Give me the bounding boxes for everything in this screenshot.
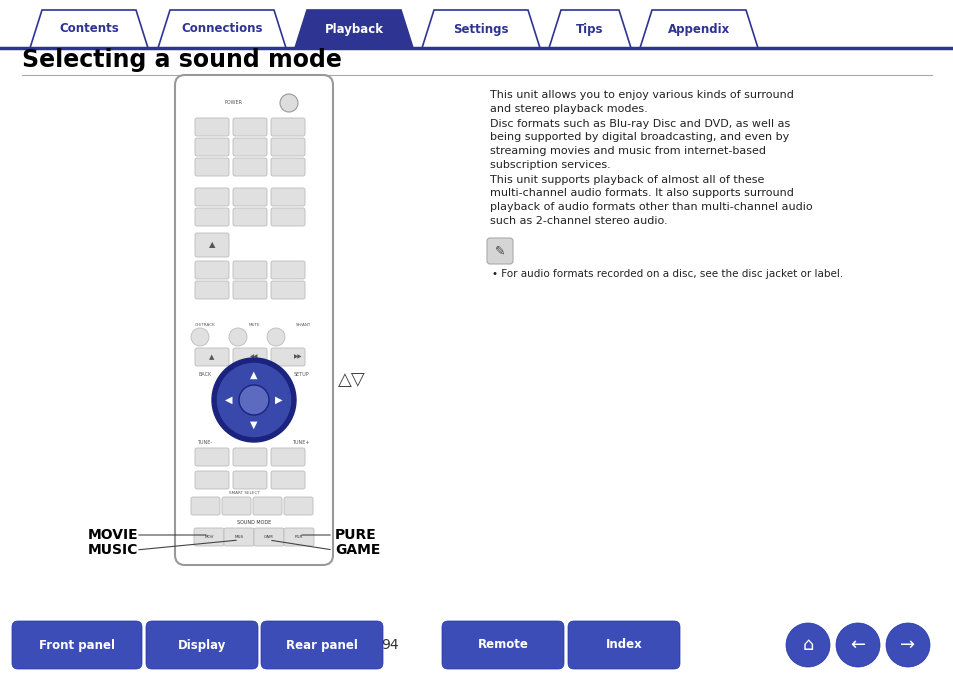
Text: SMART SELECT: SMART SELECT	[229, 491, 259, 495]
FancyBboxPatch shape	[271, 348, 305, 366]
Text: Rear panel: Rear panel	[286, 639, 357, 651]
Text: Front panel: Front panel	[39, 639, 115, 651]
Circle shape	[267, 328, 285, 346]
Text: Disc formats such as Blu-ray Disc and DVD, as well as: Disc formats such as Blu-ray Disc and DV…	[490, 119, 789, 129]
FancyBboxPatch shape	[233, 158, 267, 176]
FancyBboxPatch shape	[194, 448, 229, 466]
Polygon shape	[30, 10, 148, 48]
FancyBboxPatch shape	[441, 621, 563, 669]
Text: ▲: ▲	[209, 240, 215, 250]
Text: ▶▶: ▶▶	[294, 355, 302, 359]
FancyBboxPatch shape	[271, 261, 305, 279]
FancyBboxPatch shape	[233, 208, 267, 226]
Text: This unit allows you to enjoy various kinds of surround: This unit allows you to enjoy various ki…	[490, 90, 793, 100]
Circle shape	[212, 358, 295, 442]
Text: CH/TRACK: CH/TRACK	[194, 323, 215, 327]
Text: ⌂: ⌂	[801, 636, 813, 654]
Text: PURE: PURE	[335, 528, 376, 542]
FancyBboxPatch shape	[284, 528, 314, 546]
Text: SETUP: SETUP	[293, 372, 309, 378]
Text: subscription services.: subscription services.	[490, 160, 610, 170]
Circle shape	[280, 94, 297, 112]
FancyBboxPatch shape	[194, 233, 229, 257]
FancyBboxPatch shape	[233, 138, 267, 156]
Text: ▲: ▲	[250, 370, 257, 380]
Text: and stereo playback modes.: and stereo playback modes.	[490, 104, 647, 114]
Text: MUSIC: MUSIC	[88, 543, 138, 557]
Circle shape	[835, 623, 879, 667]
Text: streaming movies and music from internet-based: streaming movies and music from internet…	[490, 146, 765, 156]
FancyBboxPatch shape	[224, 528, 253, 546]
Text: Display: Display	[177, 639, 226, 651]
Circle shape	[229, 328, 247, 346]
FancyBboxPatch shape	[233, 281, 267, 299]
FancyBboxPatch shape	[271, 118, 305, 136]
FancyBboxPatch shape	[146, 621, 257, 669]
FancyBboxPatch shape	[271, 188, 305, 206]
Text: POWER: POWER	[225, 100, 243, 106]
FancyBboxPatch shape	[194, 208, 229, 226]
FancyBboxPatch shape	[194, 138, 229, 156]
Text: ✎: ✎	[495, 244, 505, 258]
Circle shape	[215, 362, 292, 438]
Text: This unit supports playback of almost all of these: This unit supports playback of almost al…	[490, 175, 763, 185]
Text: ▶: ▶	[275, 395, 282, 405]
Text: Tips: Tips	[576, 22, 603, 36]
Text: ←: ←	[849, 636, 864, 654]
FancyBboxPatch shape	[194, 261, 229, 279]
Text: △▽: △▽	[337, 371, 365, 389]
Text: 94: 94	[381, 638, 398, 652]
Circle shape	[239, 385, 269, 415]
FancyBboxPatch shape	[253, 497, 282, 515]
Circle shape	[191, 328, 209, 346]
Text: being supported by digital broadcasting, and even by: being supported by digital broadcasting,…	[490, 133, 788, 143]
Polygon shape	[639, 10, 758, 48]
Text: PUR: PUR	[294, 535, 303, 539]
FancyBboxPatch shape	[194, 158, 229, 176]
Text: Settings: Settings	[453, 22, 508, 36]
FancyBboxPatch shape	[193, 528, 224, 546]
FancyBboxPatch shape	[271, 471, 305, 489]
FancyBboxPatch shape	[233, 118, 267, 136]
Text: such as 2-channel stereo audio.: such as 2-channel stereo audio.	[490, 215, 667, 225]
FancyBboxPatch shape	[194, 281, 229, 299]
Text: MUS: MUS	[234, 535, 243, 539]
Text: SH/ANT: SH/ANT	[295, 323, 311, 327]
Text: SOUND MODE: SOUND MODE	[236, 520, 271, 526]
Text: ◀: ◀	[225, 395, 233, 405]
Text: MOV: MOV	[204, 535, 213, 539]
Circle shape	[885, 623, 929, 667]
Polygon shape	[421, 10, 539, 48]
FancyBboxPatch shape	[284, 497, 313, 515]
Text: GAME: GAME	[335, 543, 380, 557]
FancyBboxPatch shape	[233, 448, 267, 466]
Text: Connections: Connections	[181, 22, 262, 36]
FancyBboxPatch shape	[567, 621, 679, 669]
Text: Appendix: Appendix	[667, 22, 729, 36]
FancyBboxPatch shape	[486, 238, 513, 264]
Text: playback of audio formats other than multi-channel audio: playback of audio formats other than mul…	[490, 202, 812, 212]
FancyBboxPatch shape	[271, 281, 305, 299]
Polygon shape	[158, 10, 286, 48]
Text: TUNE+: TUNE+	[292, 441, 310, 446]
Text: • For audio formats recorded on a disc, see the disc jacket or label.: • For audio formats recorded on a disc, …	[492, 269, 842, 279]
Text: Index: Index	[605, 639, 641, 651]
FancyBboxPatch shape	[191, 497, 220, 515]
FancyBboxPatch shape	[271, 208, 305, 226]
Text: Contents: Contents	[59, 22, 119, 36]
FancyBboxPatch shape	[194, 118, 229, 136]
FancyBboxPatch shape	[233, 188, 267, 206]
FancyBboxPatch shape	[12, 621, 142, 669]
Text: TUNE-: TUNE-	[197, 441, 213, 446]
FancyBboxPatch shape	[271, 138, 305, 156]
Text: MUTE: MUTE	[248, 323, 259, 327]
FancyBboxPatch shape	[271, 448, 305, 466]
FancyBboxPatch shape	[253, 528, 284, 546]
Text: GAM: GAM	[264, 535, 274, 539]
FancyBboxPatch shape	[233, 471, 267, 489]
FancyBboxPatch shape	[194, 188, 229, 206]
FancyBboxPatch shape	[261, 621, 382, 669]
Text: ▼: ▼	[250, 420, 257, 430]
FancyBboxPatch shape	[194, 348, 229, 366]
